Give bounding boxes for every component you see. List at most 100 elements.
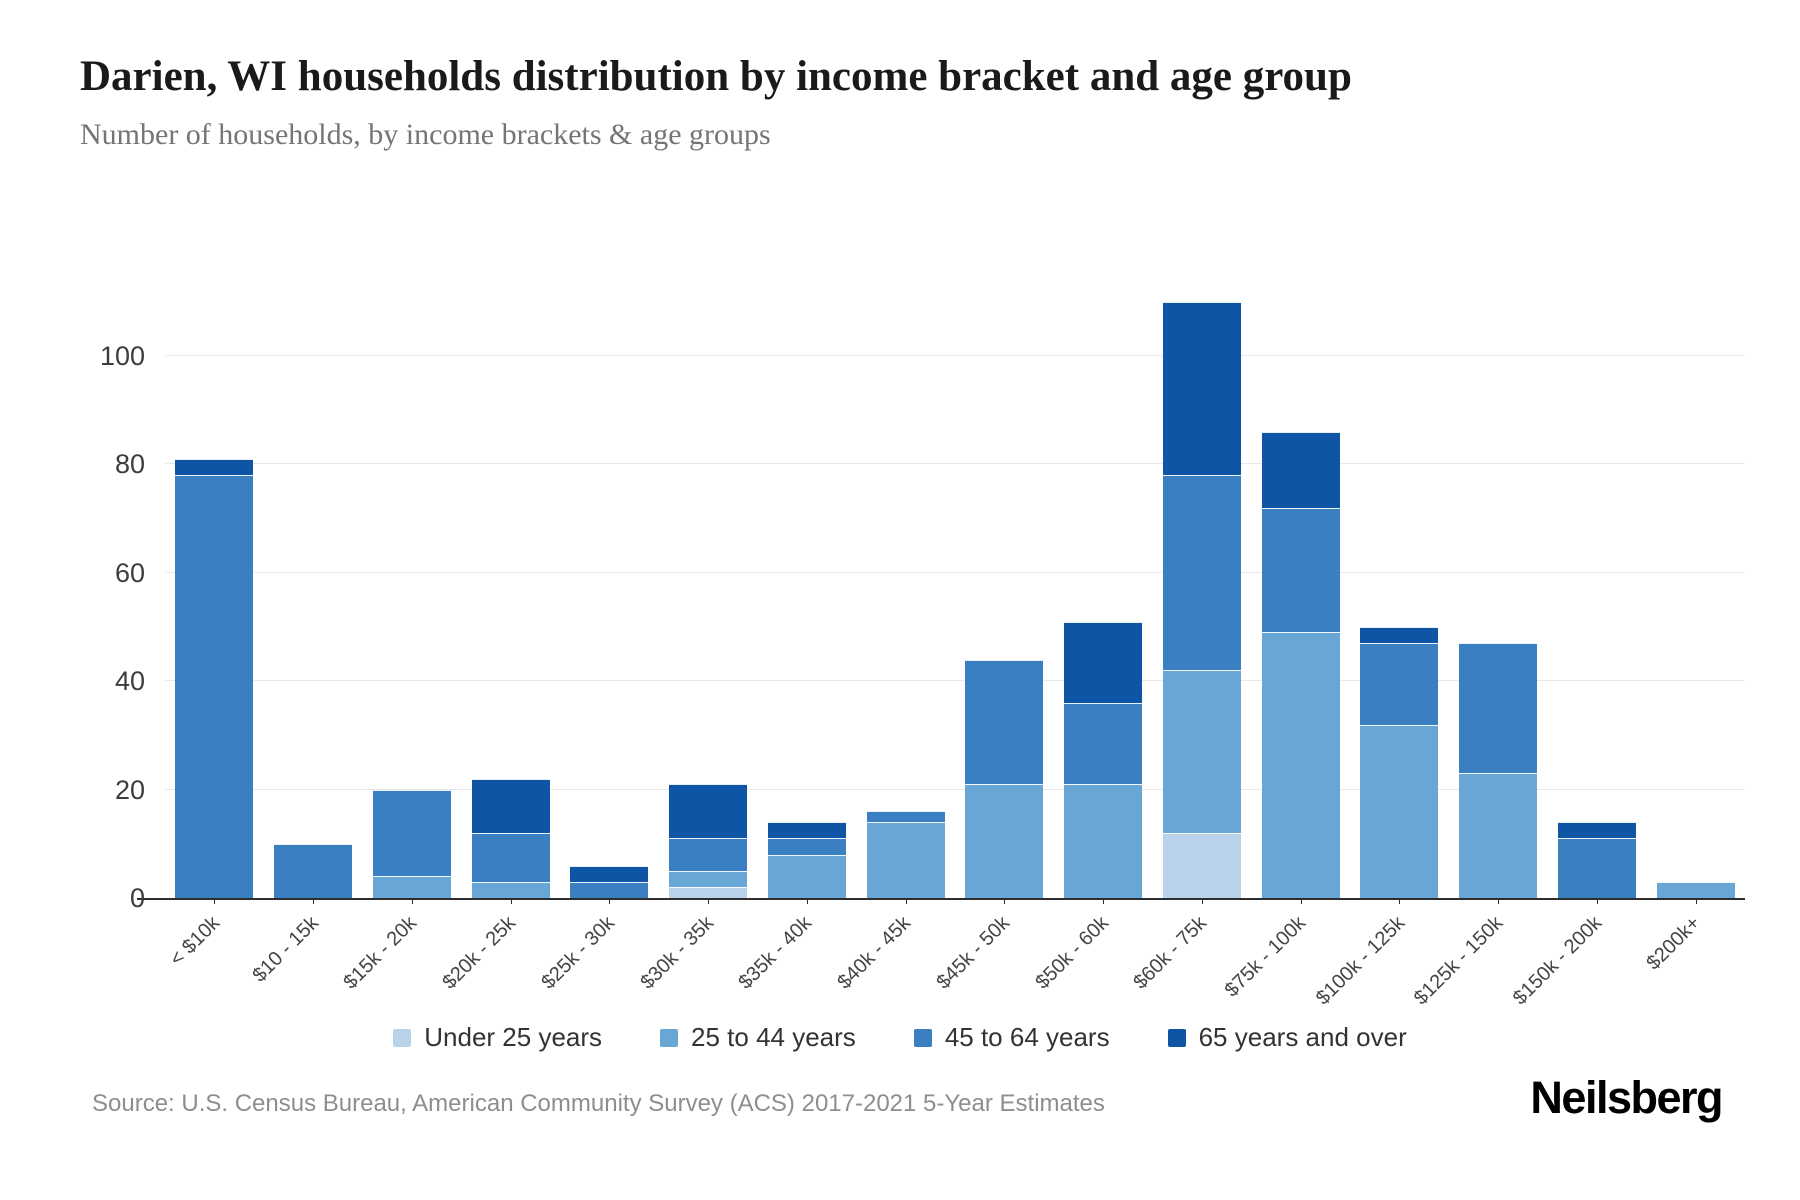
- legend-item-65-years-and-over[interactable]: 65 years and over: [1167, 1022, 1407, 1053]
- x-axis-tick: [1695, 898, 1697, 904]
- segment-45-to-64-years: [866, 811, 945, 823]
- x-axis-tick: [214, 898, 216, 904]
- segment-25-to-44-years: [1459, 773, 1538, 898]
- x-axis-tick: [510, 898, 512, 904]
- x-tick-label: $10 - 15k: [248, 912, 323, 987]
- segment-45-to-64-years: [669, 838, 748, 871]
- x-tick-label: $45k - 50k: [932, 912, 1014, 994]
- x-axis-tick: [1201, 898, 1203, 904]
- x-tick-label: $40k - 45k: [833, 912, 916, 994]
- segment-65-years-and-over: [570, 865, 649, 882]
- segment-65-years-and-over: [669, 784, 748, 839]
- gridline-y-20: [165, 788, 1745, 790]
- legend-label: Under 25 years: [424, 1022, 603, 1052]
- segment-25-to-44-years: [965, 784, 1044, 898]
- segment-25-to-44-years: [1162, 670, 1241, 833]
- x-axis-tick: [1300, 898, 1302, 904]
- bar-15k-20k: [372, 789, 451, 898]
- gridline-y-100: [165, 355, 1745, 356]
- bar-60k-75k: [1162, 301, 1241, 898]
- bar-35k-40k: [767, 822, 846, 898]
- segment-under-25-years: [1162, 832, 1241, 898]
- segment-45-to-64-years: [1360, 643, 1439, 725]
- y-tick-label-0: 0: [129, 883, 145, 913]
- segment-25-to-44-years: [1064, 784, 1143, 898]
- segment-25-to-44-years: [471, 881, 550, 898]
- x-axis-tick: [609, 898, 611, 904]
- segment-45-to-64-years: [1162, 475, 1241, 671]
- legend-swatch: [913, 1028, 932, 1047]
- segment-45-to-64-years: [274, 843, 353, 898]
- segment-25-to-44-years: [372, 876, 451, 898]
- bar-125k-150k: [1459, 643, 1538, 898]
- y-tick-label-100: 100: [99, 341, 145, 371]
- legend-swatch: [660, 1028, 679, 1047]
- legend-swatch: [393, 1028, 412, 1047]
- x-axis-tick: [1596, 898, 1598, 904]
- bar-150k-200k: [1557, 822, 1636, 898]
- chart-title: Darien, WI households distribution by in…: [80, 53, 1352, 100]
- x-axis-tick: [1498, 898, 1500, 904]
- y-tick-label-20: 20: [114, 774, 145, 805]
- gridline-y-40: [165, 680, 1745, 682]
- x-axis-tick: [806, 898, 808, 904]
- x-tick-label: $20k - 25k: [438, 912, 521, 994]
- gridline-y-80: [165, 463, 1745, 465]
- legend-label: 45 to 64 years: [944, 1022, 1110, 1052]
- segment-45-to-64-years: [1459, 643, 1538, 774]
- segment-65-years-and-over: [1162, 301, 1241, 476]
- chart-subtitle: Number of households, by income brackets…: [80, 118, 771, 151]
- x-tick-label: $30k - 35k: [636, 912, 718, 994]
- segment-45-to-64-years: [372, 789, 451, 877]
- segment-45-to-64-years: [570, 881, 649, 898]
- x-tick-label: $150k - 200k: [1509, 912, 1607, 1010]
- segment-45-to-64-years: [175, 475, 254, 898]
- segment-under-25-years: [669, 887, 748, 898]
- x-axis-line: [137, 898, 1745, 900]
- segment-25-to-44-years: [1360, 724, 1439, 898]
- segment-65-years-and-over: [1261, 431, 1340, 508]
- segment-45-to-64-years: [965, 659, 1044, 785]
- legend: Under 25 years 25 to 44 years 45 to 64 yea…: [0, 1022, 1800, 1053]
- x-axis-tick: [313, 898, 315, 904]
- x-tick-label: $50k - 60k: [1031, 912, 1113, 994]
- bar-20k-25k: [471, 778, 550, 898]
- segment-25-to-44-years: [1656, 881, 1735, 898]
- segment-25-to-44-years: [1261, 632, 1340, 898]
- legend-item-25-to-44-years[interactable]: 25 to 44 years: [660, 1022, 856, 1053]
- bar-40k-45k: [866, 811, 945, 898]
- bar-100k-125k: [1360, 627, 1439, 898]
- bar-45k-50k: [965, 659, 1044, 898]
- segment-25-to-44-years: [669, 870, 748, 888]
- segment-25-to-44-years: [866, 822, 945, 898]
- bar-50k-60k: [1064, 621, 1143, 898]
- x-axis-tick: [708, 898, 710, 904]
- segment-65-years-and-over: [175, 459, 254, 476]
- segment-45-to-64-years: [1261, 507, 1340, 633]
- bar-25k-30k: [570, 865, 649, 898]
- x-axis-tick: [1004, 898, 1006, 904]
- x-tick-label: $15k - 20k: [339, 912, 422, 994]
- y-tick-label-60: 60: [114, 557, 145, 588]
- segment-45-to-64-years: [1064, 702, 1143, 785]
- segment-45-to-64-years: [471, 832, 550, 882]
- bar-10k: [175, 459, 254, 898]
- x-axis-tick: [1103, 898, 1105, 904]
- legend-label: 65 years and over: [1198, 1022, 1407, 1052]
- legend-swatch: [1167, 1028, 1186, 1047]
- gridline-y-60: [165, 571, 1745, 573]
- segment-65-years-and-over: [1360, 627, 1439, 644]
- y-tick-label-40: 40: [114, 666, 145, 697]
- segment-25-to-44-years: [767, 854, 846, 898]
- x-axis-tick: [411, 898, 413, 904]
- segment-65-years-and-over: [767, 822, 846, 839]
- x-tick-label: < $10k: [165, 912, 224, 971]
- brand-logo: Neilsberg: [1530, 1072, 1723, 1123]
- bar-30k-35k: [669, 784, 748, 898]
- x-axis-tick: [905, 898, 907, 904]
- bar-75k-100k: [1261, 431, 1340, 898]
- segment-45-to-64-years: [1557, 838, 1636, 898]
- legend-item-under-25-years[interactable]: Under 25 years: [393, 1022, 602, 1053]
- legend-item-45-to-64-years[interactable]: 45 to 64 years: [913, 1022, 1110, 1053]
- x-tick-label: $100k - 125k: [1311, 912, 1409, 1010]
